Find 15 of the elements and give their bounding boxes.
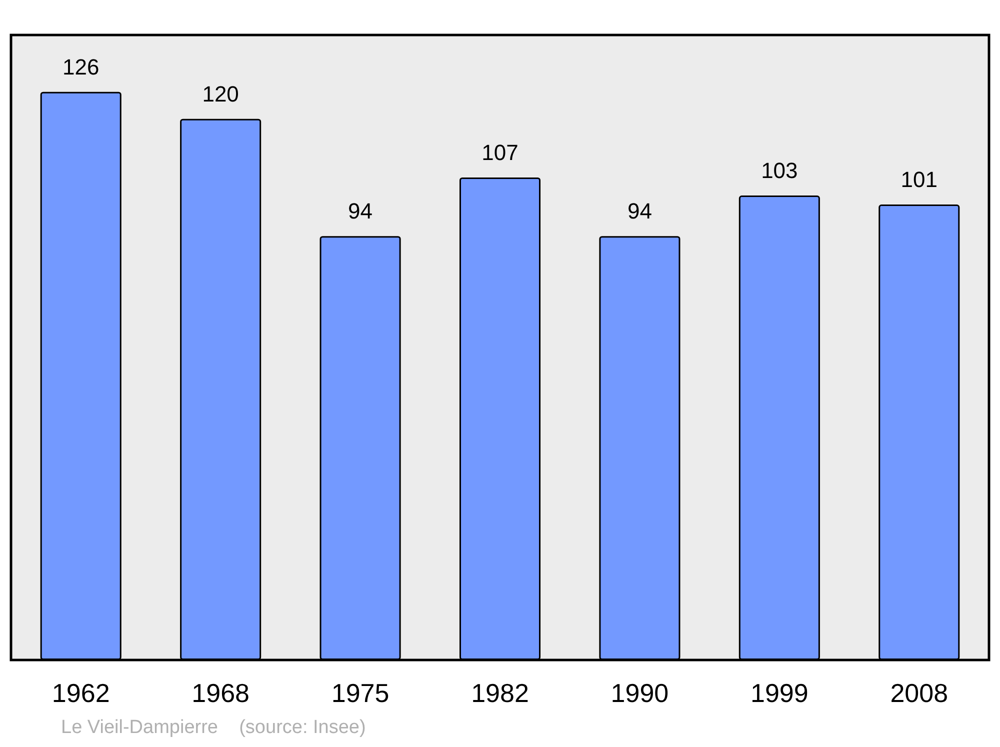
data-label: 107: [482, 140, 518, 165]
x-tick-label: 1968: [192, 678, 250, 708]
data-label: 94: [348, 198, 373, 224]
x-tick-label: 1999: [750, 678, 808, 708]
text: Le Vieil-Dampierre (source: Insee): [61, 717, 366, 738]
x-tick-label: 1990: [610, 678, 669, 708]
x-tick-label: 1962: [52, 678, 110, 708]
x-tick-label: 1982: [471, 678, 529, 708]
data-label: 126: [62, 54, 100, 80]
data-label: 101: [900, 167, 938, 192]
x-tick-label: 2008: [890, 678, 948, 708]
data-label: 120: [202, 81, 239, 106]
x-tick-label: 1975: [331, 678, 390, 708]
data-label: 94: [627, 198, 652, 224]
data-label: 103: [761, 158, 798, 184]
